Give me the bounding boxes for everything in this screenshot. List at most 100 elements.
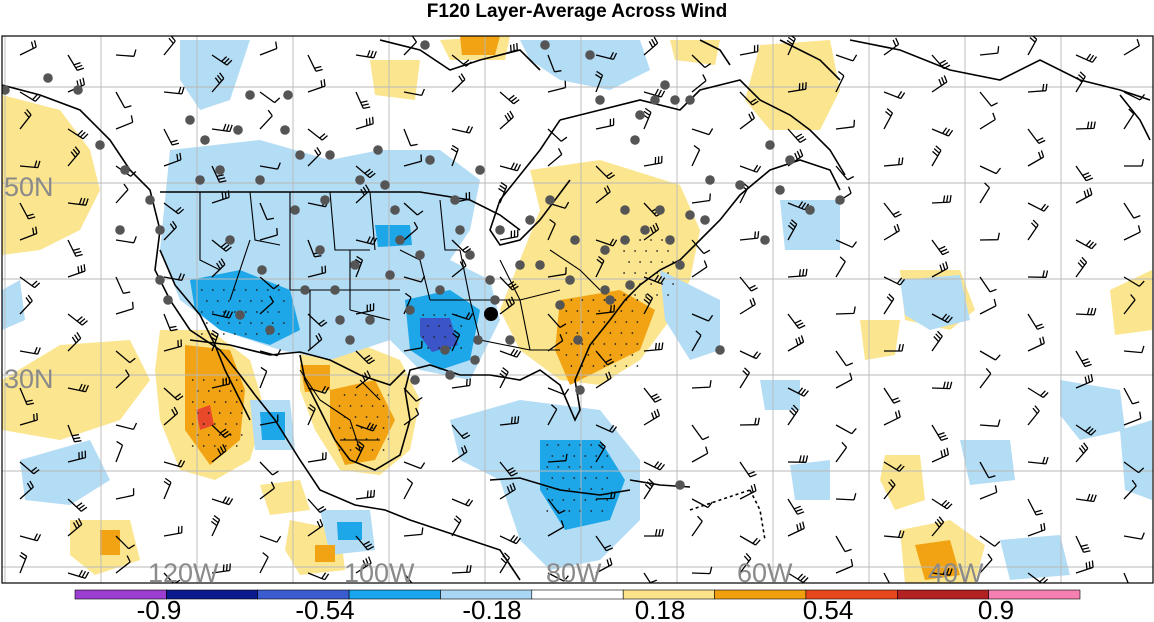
coastlines-and-borders <box>2 39 1151 581</box>
stipple-dot <box>249 300 252 302</box>
stipple-dot <box>667 294 669 296</box>
wind-barb <box>307 128 328 141</box>
wind-barb <box>499 91 520 105</box>
stipple-dot <box>213 379 216 381</box>
stipple-dot <box>360 405 363 407</box>
moderate-negative-area <box>540 440 625 530</box>
wind-barb <box>643 478 655 500</box>
stipple-dot <box>667 272 669 274</box>
state-border <box>299 369 381 451</box>
wind-barb <box>739 111 755 130</box>
wind-barb <box>211 123 233 133</box>
wind-barb <box>355 303 375 315</box>
stipple-dot <box>573 499 576 501</box>
stipple-dot <box>614 299 617 301</box>
station-marker <box>185 115 195 125</box>
stipple-dot <box>382 427 385 429</box>
negative-anomaly-area <box>960 440 1015 485</box>
wind-barb <box>259 109 273 130</box>
stipple-dot <box>371 405 374 407</box>
wind-barb <box>1075 493 1097 503</box>
wind-barb <box>259 461 279 476</box>
stipple-dot <box>551 499 554 501</box>
positive-anomaly-area <box>1110 270 1152 335</box>
wind-barb <box>19 226 38 241</box>
stipple-dot <box>207 412 210 414</box>
positive-anomaly-area <box>880 455 925 510</box>
stipple-dot <box>603 299 606 301</box>
coastline <box>489 477 631 496</box>
stipple-dot <box>620 310 623 312</box>
wind-barb <box>115 422 138 431</box>
wind-barb <box>979 350 1001 361</box>
wind-barb <box>1123 108 1135 130</box>
wind-barb <box>499 43 518 56</box>
station-marker <box>325 150 335 160</box>
wind-barb <box>547 54 562 73</box>
stipple-dot <box>277 311 280 313</box>
wind-barb <box>259 349 282 357</box>
wind-barb <box>835 256 846 278</box>
wind-barb <box>931 145 942 167</box>
stipple-dot <box>614 365 617 367</box>
wind-barb <box>1027 498 1044 516</box>
wind-barb <box>979 165 1002 175</box>
stipple-dot <box>277 289 280 291</box>
wind-barb <box>595 238 618 247</box>
wind-barb <box>353 255 364 278</box>
stipple-dot <box>216 322 219 324</box>
stipple-dot <box>260 322 263 324</box>
wind-barb <box>739 231 760 241</box>
stipple-dot <box>202 423 205 425</box>
wind-barb <box>259 202 275 221</box>
stipple-dot <box>546 466 549 468</box>
wind-barb <box>691 74 707 93</box>
wind-barb <box>1027 387 1049 399</box>
station-marker <box>465 250 475 260</box>
lon-label-60w: 60W <box>737 558 793 588</box>
wind-barb <box>67 146 81 167</box>
wind-barb <box>643 293 654 315</box>
stipple-dot <box>191 445 194 447</box>
wind-barb <box>67 264 86 278</box>
wind-barb <box>259 552 269 574</box>
wind-barb <box>643 461 666 471</box>
wind-barb <box>691 239 711 255</box>
stipple-dot <box>568 488 571 490</box>
stipple-dot <box>614 343 617 345</box>
wind-barb <box>307 332 323 352</box>
stipple-dot <box>244 311 247 313</box>
wind-barb <box>595 185 611 204</box>
station-marker <box>257 265 267 275</box>
station-marker <box>385 270 395 280</box>
wind-barb <box>163 36 176 56</box>
stipple-dot <box>590 510 593 512</box>
wind-barb <box>259 228 278 241</box>
stipple-dot <box>609 332 612 334</box>
colorbar-label-0-18: 0.18 <box>635 595 686 622</box>
wind-barb <box>307 147 322 167</box>
wind-barb <box>19 551 28 574</box>
wind-barb <box>643 222 660 241</box>
coastline <box>559 79 846 176</box>
stipple-dot <box>570 321 573 323</box>
wind-barb <box>979 46 1000 56</box>
wind-barb <box>1075 256 1088 278</box>
wind-barb <box>403 527 424 537</box>
stipple-dot <box>255 333 258 335</box>
wind-barb <box>547 453 568 463</box>
wind-barb <box>547 128 568 142</box>
wind-barb <box>979 367 992 389</box>
colorbar-label-neg-0-54: -0.54 <box>295 595 354 622</box>
wind-barb <box>1027 522 1046 537</box>
wind-barb <box>883 37 900 56</box>
wind-barb <box>259 91 281 104</box>
stipple-dot <box>200 333 203 335</box>
wind-barb <box>884 343 905 352</box>
colorbar-boxes <box>74 589 1081 600</box>
wind-barb <box>547 218 556 241</box>
coastline <box>2 84 521 581</box>
moderate-negative-area <box>337 522 362 540</box>
station-marker <box>565 275 575 285</box>
